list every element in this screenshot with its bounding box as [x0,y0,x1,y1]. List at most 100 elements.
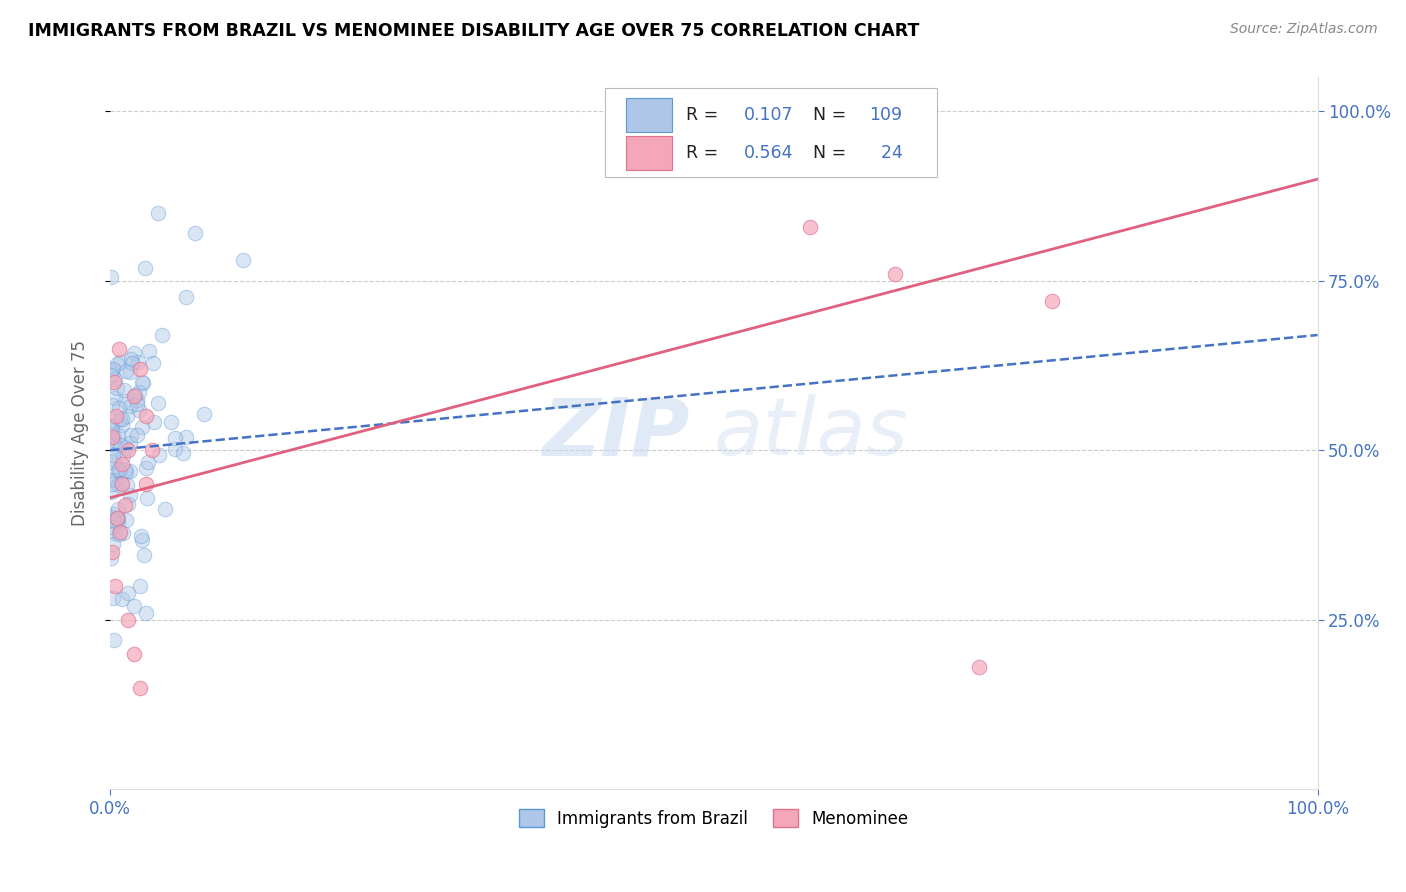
Point [163,431,186,445]
Point [101,455,124,469]
Text: atlas: atlas [714,394,908,473]
Point [117,497,139,511]
Point [120,352,142,367]
Point [111,412,134,426]
FancyBboxPatch shape [626,97,672,132]
Point [112,449,135,463]
Point [111,525,134,540]
Point [183,227,205,241]
Point [110,464,132,478]
Point [107,502,129,516]
FancyBboxPatch shape [605,88,938,178]
Point [101,418,124,433]
Point [104,372,127,386]
Point [135,606,157,620]
Point [107,428,129,442]
Point [134,260,156,275]
Point [193,408,215,422]
Point [111,477,134,491]
Point [108,524,131,539]
Point [117,443,139,458]
Point [107,516,129,530]
Point [100,520,122,534]
Point [105,357,128,371]
Text: R =: R = [686,105,724,124]
Point [969,660,991,674]
Point [120,428,142,442]
Point [121,356,143,370]
Point [115,364,138,378]
Point [101,545,124,559]
Point [128,385,150,400]
Point [103,361,125,376]
Text: 109: 109 [869,105,903,124]
Point [100,398,122,412]
Text: R =: R = [686,145,724,162]
Point [114,498,136,512]
Point [115,409,138,424]
Point [148,449,170,463]
Point [127,355,149,369]
Text: IMMIGRANTS FROM BRAZIL VS MENOMINEE DISABILITY AGE OVER 75 CORRELATION CHART: IMMIGRANTS FROM BRAZIL VS MENOMINEE DISA… [28,22,920,40]
Point [118,464,141,478]
Point [110,475,132,490]
Point [122,599,145,614]
Point [160,415,183,429]
Point [117,613,139,627]
Point [107,461,129,475]
Point [100,551,122,566]
Point [114,463,136,477]
Point [100,477,122,491]
Point [129,579,152,593]
Point [115,465,138,479]
Point [100,362,122,376]
Point [103,633,125,648]
Point [107,510,129,524]
Point [105,511,128,525]
Point [142,356,165,370]
Point [100,368,122,382]
Point [105,381,128,395]
Legend: Immigrants from Brazil, Menominee: Immigrants from Brazil, Menominee [512,803,915,834]
Point [138,455,160,469]
Point [125,397,148,411]
Point [122,346,145,360]
Point [103,436,125,450]
Point [107,342,129,356]
Point [103,376,125,390]
Point [100,270,122,285]
Point [105,512,128,526]
Point [135,409,157,424]
Point [107,401,129,415]
Point [129,362,152,376]
Point [128,403,150,417]
Point [131,419,153,434]
Point [148,206,170,220]
Point [103,453,125,467]
Point [111,457,134,471]
Point [131,376,153,390]
Y-axis label: Disability Age Over 75: Disability Age Over 75 [72,341,89,526]
Point [165,442,187,456]
Point [115,441,138,455]
Point [155,502,177,516]
Point [111,592,134,607]
Point [118,436,141,450]
Point [101,513,124,527]
Point [103,591,125,606]
Point [101,449,124,463]
Point [135,491,157,505]
Point [100,510,122,524]
Text: N =: N = [813,105,852,124]
Point [142,415,165,429]
Point [101,430,124,444]
Point [112,384,135,398]
Text: ZIP: ZIP [543,394,690,473]
Point [104,525,127,540]
Point [174,430,197,444]
Point [117,585,139,599]
Point [172,446,194,460]
Point [118,399,141,413]
Point [122,389,145,403]
Point [114,513,136,527]
